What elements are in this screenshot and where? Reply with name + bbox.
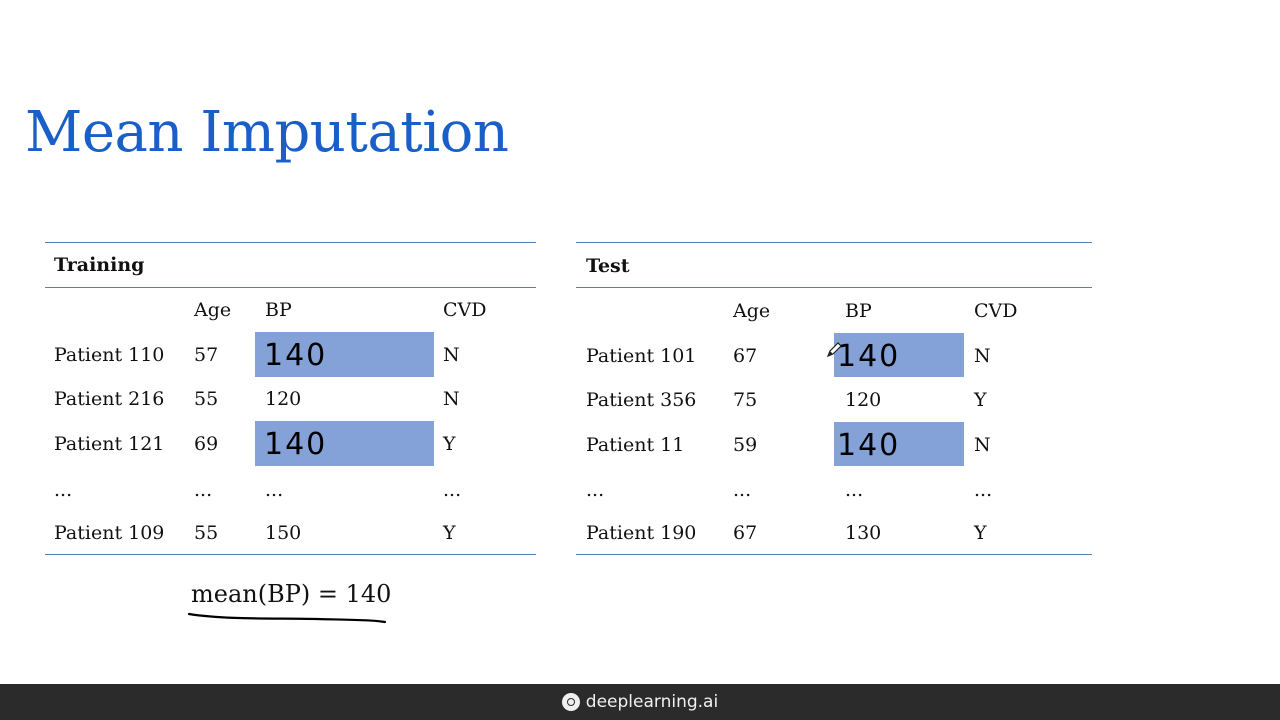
test-header-age: Age <box>733 300 771 322</box>
patient-id: ... <box>586 479 605 501</box>
bp-value: 120 <box>265 388 302 410</box>
bp-imputed-value: 140 <box>264 427 328 462</box>
pen-cursor-icon <box>826 342 842 358</box>
test-top-rule <box>576 242 1092 243</box>
patient-id: ... <box>54 479 73 501</box>
bp-value: ... <box>845 479 864 501</box>
deeplearning-logo-icon <box>561 693 580 711</box>
slide-title: Mean Imputation <box>25 100 509 165</box>
cvd-value: Y <box>443 433 456 455</box>
bp-value: 120 <box>845 389 882 411</box>
age-value: 57 <box>194 344 219 366</box>
training-top-rule <box>45 242 536 243</box>
age-value: 69 <box>194 433 219 455</box>
cvd-value: ... <box>443 479 462 501</box>
training-header-rule <box>45 287 536 288</box>
patient-id: Patient 356 <box>586 389 697 411</box>
bp-value: 150 <box>265 522 302 544</box>
age-value: 55 <box>194 388 219 410</box>
training-header-bp: BP <box>265 299 292 321</box>
cvd-value: N <box>443 344 460 366</box>
training-imputed-highlight <box>255 421 434 466</box>
cvd-value: Y <box>974 389 987 411</box>
test-header-bp: BP <box>845 300 872 322</box>
training-table-name: Training <box>54 254 145 276</box>
cvd-value: ... <box>974 479 993 501</box>
cvd-value: N <box>974 345 991 367</box>
test-header-rule <box>576 287 1092 288</box>
patient-id: Patient 190 <box>586 522 697 544</box>
bp-imputed-value: 140 <box>837 428 901 463</box>
patient-id: Patient 109 <box>54 522 165 544</box>
age-value: 75 <box>733 389 758 411</box>
bp-value: 130 <box>845 522 882 544</box>
age-value: 67 <box>733 522 758 544</box>
training-imputed-highlight <box>255 332 434 377</box>
cvd-value: N <box>974 434 991 456</box>
age-value: 59 <box>733 434 758 456</box>
test-imputed-highlight <box>834 333 964 377</box>
mean-formula: mean(BP) = 140 <box>191 580 392 608</box>
test-imputed-highlight <box>834 422 964 466</box>
age-value: 55 <box>194 522 219 544</box>
age-value: 67 <box>733 345 758 367</box>
age-value: ... <box>733 479 752 501</box>
bp-value: ... <box>265 479 284 501</box>
patient-id: Patient 121 <box>54 433 165 455</box>
cvd-value: Y <box>974 522 987 544</box>
training-header-age: Age <box>194 299 232 321</box>
training-header-cvd: CVD <box>443 299 487 321</box>
cvd-value: N <box>443 388 460 410</box>
bp-imputed-value: 140 <box>837 339 901 374</box>
test-table-name: Test <box>586 255 630 277</box>
age-value: ... <box>194 479 213 501</box>
test-bottom-rule <box>576 554 1092 555</box>
bp-imputed-value: 140 <box>264 338 328 373</box>
patient-id: Patient 11 <box>586 434 685 456</box>
footer-brand: deeplearning.ai <box>585 692 719 712</box>
patient-id: Patient 101 <box>586 345 697 367</box>
training-bottom-rule <box>45 554 536 555</box>
cvd-value: Y <box>443 522 456 544</box>
patient-id: Patient 110 <box>54 344 165 366</box>
test-header-cvd: CVD <box>974 300 1018 322</box>
footer-bar: deeplearning.ai <box>0 684 1280 720</box>
patient-id: Patient 216 <box>54 388 165 410</box>
handwritten-underline <box>187 612 387 624</box>
